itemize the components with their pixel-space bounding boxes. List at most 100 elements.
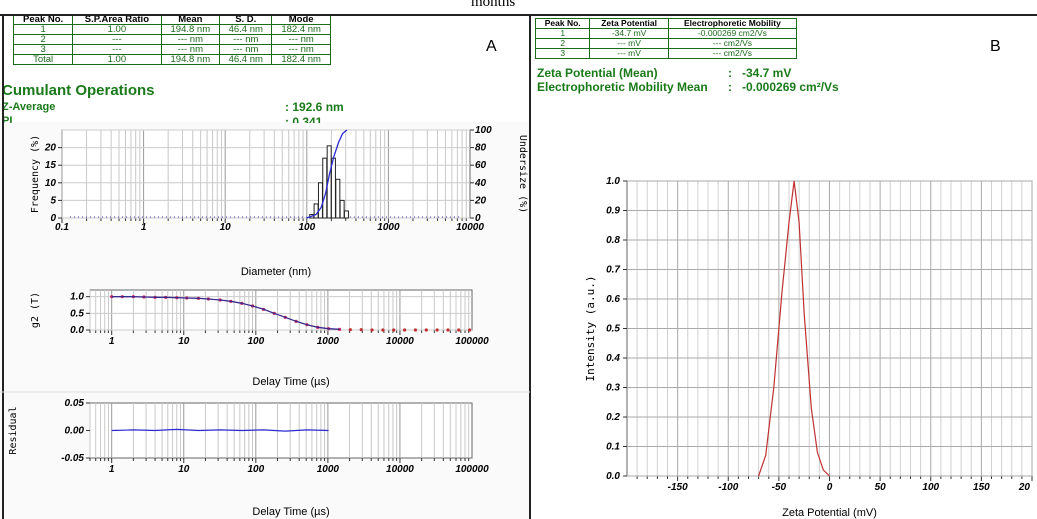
z-average-label: Z-Average xyxy=(2,101,56,113)
pi-value: : 0.341 xyxy=(285,115,323,123)
y-axis-label: Intensity (a.u.) xyxy=(584,276,597,382)
x-tick-label: 10000 xyxy=(456,222,484,233)
plot-area xyxy=(89,289,473,331)
y2-tick-label: 80 xyxy=(475,143,487,154)
mobility-mean-label: Electrophoretic Mobility Mean xyxy=(537,80,708,94)
table-cell: 1.00 xyxy=(72,54,162,65)
x-tick-label: 1 xyxy=(109,464,115,475)
x-tick-label: 10000 xyxy=(386,336,414,347)
y-tick-label: 1.0 xyxy=(606,176,620,187)
x-tick-label: 50 xyxy=(875,482,887,493)
x-tick-label: 10 xyxy=(220,222,232,233)
x-tick-label: -100 xyxy=(718,482,738,493)
data-point xyxy=(337,327,342,331)
x-tick-label: 1 xyxy=(141,222,147,233)
plot-area xyxy=(61,129,471,219)
data-point xyxy=(359,328,363,332)
x-tick-label: 10 xyxy=(178,464,190,475)
y2-tick-label: 60 xyxy=(475,160,487,171)
table-cell: --- mV xyxy=(589,48,669,59)
y2-tick-label: 40 xyxy=(474,178,487,189)
table-row: 3 --- mV --- cm2/Vs xyxy=(534,48,798,59)
x-tick-label: 10000 xyxy=(386,464,414,475)
y-tick-label: 0.6 xyxy=(606,294,620,305)
y-tick-label: 0.05 xyxy=(65,398,85,409)
panel-b-peak-table: Peak No. Zeta Potential Electrophoretic … xyxy=(534,18,798,59)
y-tick-label: 0.0 xyxy=(70,325,84,336)
residual-line xyxy=(111,428,329,432)
z-average-value: : 192.6 nm xyxy=(285,100,344,114)
data-point xyxy=(381,328,385,332)
y-tick-label: 0.8 xyxy=(606,235,620,246)
x-tick-label: -50 xyxy=(772,482,787,493)
bar xyxy=(339,199,345,219)
x-tick-label: 100 xyxy=(247,336,264,347)
y2-tick-label: 0 xyxy=(475,213,481,224)
x-tick-label: 150 xyxy=(973,482,990,493)
y-tick-label: 0.2 xyxy=(606,412,620,423)
y2-tick-label: 20 xyxy=(474,195,487,206)
y-axis-label: g2 (T) xyxy=(30,292,41,328)
y-tick-label: 0.5 xyxy=(70,308,84,319)
panel-b-letter: B xyxy=(990,38,1001,55)
y-tick-label: 15 xyxy=(45,160,57,171)
x-tick-label: 100000 xyxy=(455,464,489,475)
data-point xyxy=(413,328,418,332)
x-tick-label: 100 xyxy=(922,482,939,493)
panel-a-letter: A xyxy=(486,38,497,55)
y-tick-label: 0.9 xyxy=(606,206,620,217)
x-tick-label: 1000 xyxy=(317,336,340,347)
x-tick-label: 100 xyxy=(298,222,315,233)
y-tick-label: 10 xyxy=(45,178,57,189)
bar xyxy=(335,178,341,219)
x-tick-label: 20 xyxy=(1018,482,1031,493)
data-point xyxy=(348,328,352,332)
y-tick-label: 0.7 xyxy=(606,265,620,276)
fit-line xyxy=(111,296,340,330)
pi-label: PI xyxy=(2,115,13,123)
undersize-line xyxy=(306,129,348,219)
zeta-mean-label: Zeta Potential (Mean) xyxy=(537,66,658,80)
panel-a-peak-table: Peak No. S.P.Area Ratio Mean S. D. Mode … xyxy=(12,14,331,65)
bar xyxy=(313,203,319,219)
y-tick-label: 0 xyxy=(50,213,56,224)
x-axis-label: Delay Time (µs) xyxy=(252,376,329,388)
y-tick-label: 0.3 xyxy=(606,383,620,394)
cumulant-title: Cumulant Operations xyxy=(2,82,155,99)
y-tick-label: -0.05 xyxy=(61,453,84,464)
top-title: months xyxy=(471,0,516,10)
zeta-mean-value: : -34.7 mV xyxy=(728,66,792,80)
x-axis-label: Zeta Potential (mV) xyxy=(782,507,877,519)
y-tick-label: 5 xyxy=(50,195,56,206)
data-point xyxy=(457,328,461,332)
y-tick-label: 0.00 xyxy=(65,426,85,437)
intensity-line xyxy=(758,180,830,477)
x-tick-label: 1000 xyxy=(317,464,340,475)
table-row: 2 --- --- nm --- nm --- nm xyxy=(12,34,331,45)
table-cell: 182.4 nm xyxy=(271,54,331,65)
x-axis-label: Delay Time (µs) xyxy=(252,506,329,518)
x-tick-label: 0.1 xyxy=(55,222,69,233)
bar xyxy=(343,210,349,219)
table-cell: 46.4 nm xyxy=(219,54,273,65)
x-tick-label: 100 xyxy=(247,464,264,475)
data-point xyxy=(424,328,428,332)
y-tick-label: 20 xyxy=(44,143,57,154)
y2-axis-label: Undersize (%) xyxy=(517,135,528,213)
y-tick-label: 0.4 xyxy=(606,353,620,364)
data-point xyxy=(402,328,407,332)
y-tick-label: 0.1 xyxy=(606,442,620,453)
x-tick-label: 1000 xyxy=(377,222,400,233)
data-point xyxy=(468,328,472,332)
y-tick-label: 1.0 xyxy=(70,292,84,303)
x-tick-label: 10 xyxy=(178,336,190,347)
data-point xyxy=(392,328,396,332)
data-point xyxy=(110,295,114,299)
x-tick-label: 100000 xyxy=(455,336,489,347)
data-point xyxy=(446,328,450,332)
x-tick-label: 1 xyxy=(109,336,115,347)
x-tick-label: -150 xyxy=(668,482,688,493)
data-point xyxy=(435,328,439,332)
table-cell: Total xyxy=(12,54,74,65)
